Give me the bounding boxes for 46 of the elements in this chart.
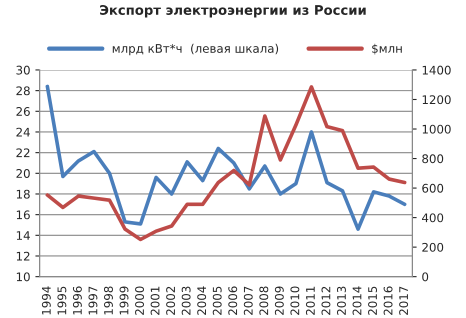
- x-tick-label: 1998: [104, 286, 113, 314]
- y2-tick-label: 1400: [422, 66, 451, 75]
- y-tick-label: 20: [16, 169, 30, 178]
- x-tick-label: 2016: [384, 286, 393, 315]
- y-tick-label: 14: [16, 231, 30, 240]
- y-tick-label: 24: [16, 128, 30, 136]
- x-tick-label: 2005: [212, 286, 222, 315]
- x-tick-label: 2002: [166, 286, 176, 315]
- y-tick-label: 22: [16, 148, 30, 158]
- x-tick-label: 1995: [57, 286, 66, 314]
- x-tick-label: 2014: [352, 286, 362, 315]
- legend-label: млрд кВт*ч (левая шкала): [112, 44, 278, 56]
- y2-tick-label: 0: [422, 272, 428, 282]
- x-tick-label: 2015: [368, 286, 377, 315]
- y2-tick-label: 800: [422, 154, 444, 164]
- x-tick-label: 2013: [337, 286, 346, 315]
- y-tick-label: 18: [16, 190, 30, 199]
- x-tick-label: 1996: [72, 286, 82, 314]
- x-tick-label: 2003: [182, 286, 191, 315]
- x-tick-label: 2009: [274, 286, 284, 315]
- y-tick-label: 16: [16, 210, 30, 220]
- x-tick-label: 2006: [228, 286, 238, 315]
- x-tick-label: 2011: [306, 286, 315, 315]
- x-tick-label: 1994: [42, 286, 51, 314]
- y2-tick-label: 200: [422, 242, 444, 252]
- x-tick-label: 2007: [244, 286, 253, 315]
- y-tick-label: 30: [16, 66, 30, 75]
- x-tick-label: 2004: [197, 286, 206, 315]
- x-tick-label: 2000: [135, 286, 144, 315]
- y2-tick-label: 600: [422, 184, 444, 193]
- x-tick-label: 2008: [259, 286, 268, 315]
- y2-tick-label: 1200: [422, 95, 451, 104]
- x-tick-label: 1997: [88, 286, 98, 314]
- x-tick-label: 2010: [290, 286, 300, 315]
- y-tick-label: 12: [16, 252, 30, 260]
- x-tick-label: 1999: [120, 286, 128, 314]
- y2-tick-label: 1000: [422, 124, 451, 134]
- chart-title: Экспорт электроэнергии из России: [100, 5, 366, 18]
- legend-label: $млн: [372, 44, 402, 54]
- x-tick-label: 2001: [150, 286, 160, 315]
- x-tick-label: 2012: [321, 286, 330, 315]
- y-tick-label: 28: [16, 86, 30, 96]
- y-tick-label: 26: [16, 107, 30, 116]
- x-tick-label: 2017: [399, 286, 408, 315]
- y-tick-label: 10: [16, 272, 30, 282]
- y2-tick-label: 400: [422, 213, 444, 222]
